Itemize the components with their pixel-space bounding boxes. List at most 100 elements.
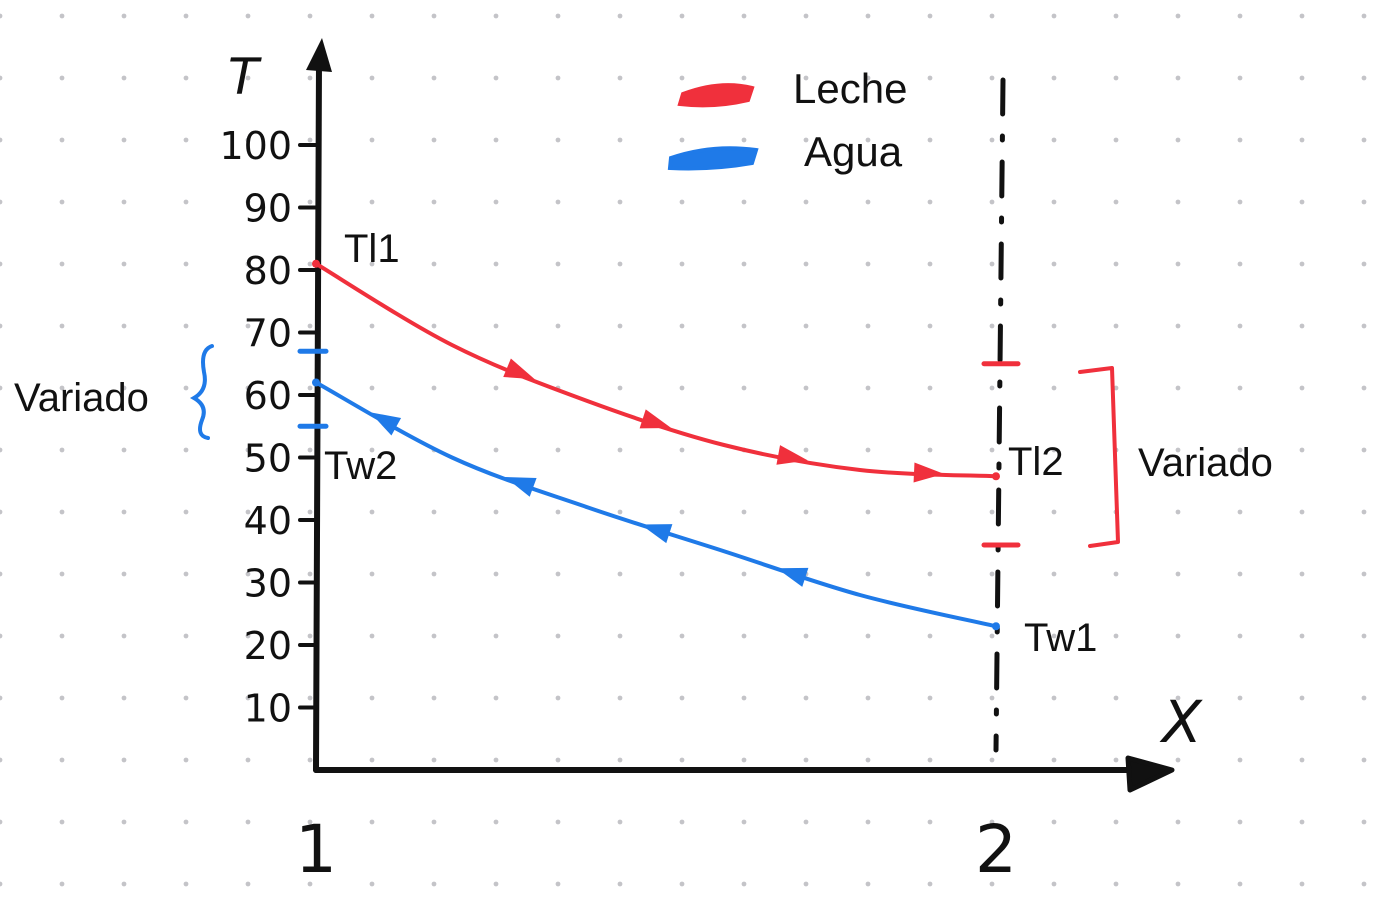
grid-dot [1237, 385, 1243, 391]
grid-dot [1361, 509, 1367, 515]
grid-dot [245, 633, 251, 639]
grid-dot [0, 75, 3, 81]
flow-arrow-leche [776, 445, 808, 465]
axes [313, 59, 1153, 773]
grid-dot [679, 385, 685, 391]
grid-dot [865, 199, 871, 205]
data-point-agua [992, 622, 1000, 631]
grid-dot [927, 447, 933, 453]
grid-dot [617, 323, 623, 329]
grid-dot [245, 261, 251, 267]
grid-dot [493, 881, 499, 887]
label-tw1: Tw1 [1024, 616, 1097, 660]
grid-dot [989, 633, 995, 639]
grid-dot [1113, 881, 1119, 887]
x-axis-symbol: X [1159, 688, 1203, 756]
grid-dot [1361, 757, 1367, 763]
grid-dot [617, 261, 623, 267]
grid-dot [307, 819, 313, 825]
y-tick-label: 50 [244, 437, 292, 481]
grid-dot [121, 695, 127, 701]
grid-dot [679, 819, 685, 825]
grid-dot [431, 13, 437, 19]
grid-dot [1299, 509, 1305, 515]
grid-dot [741, 571, 747, 577]
label-tl1: Tl1 [344, 227, 400, 271]
grid-dot [1237, 323, 1243, 329]
boundary-line-x2 [993, 77, 1006, 753]
grid-dot [183, 75, 189, 81]
grid-dot [1051, 13, 1057, 19]
grid-dot [1361, 881, 1367, 887]
grid-dot [865, 323, 871, 329]
grid-dot [989, 13, 995, 19]
grid-dot [1051, 509, 1057, 515]
y-ticks: 10 20 30 40 50 60 70 80 90 100 [219, 124, 318, 731]
grid-dot [121, 385, 127, 391]
grid-dot [431, 819, 437, 825]
x-axis-arrowhead [1125, 755, 1175, 793]
grid-dot [59, 757, 65, 763]
grid-dot [245, 13, 251, 19]
flow-arrow-agua [369, 412, 402, 436]
grid-dot [59, 13, 65, 19]
grid-dot [617, 137, 623, 143]
grid-dot [1175, 509, 1181, 515]
grid-dot [555, 881, 561, 887]
grid-dot [1113, 75, 1119, 81]
grid-dot [1299, 695, 1305, 701]
y-tick-label: 20 [244, 624, 292, 668]
flow-arrow-agua [776, 567, 809, 587]
grid-dot [927, 571, 933, 577]
grid-dot [59, 199, 65, 205]
grid-dot [369, 385, 375, 391]
grid-dot [1237, 199, 1243, 205]
blue-range-brace [189, 344, 214, 440]
grid-dot [1361, 447, 1367, 453]
grid-dot [927, 13, 933, 19]
grid-dot [679, 571, 685, 577]
grid-dot [555, 199, 561, 205]
grid-dot [1051, 819, 1057, 825]
grid-dot [0, 323, 3, 329]
grid-dot [0, 695, 3, 701]
grid-dot [1175, 137, 1181, 143]
grid-dot [1299, 13, 1305, 19]
grid-dot [617, 881, 623, 887]
grid-dot [803, 199, 809, 205]
grid-dot [121, 199, 127, 205]
grid-dot [1361, 323, 1367, 329]
grid-dot [431, 571, 437, 577]
grid-dot [183, 261, 189, 267]
grid-dot [369, 819, 375, 825]
y-axis-arrowhead [306, 38, 332, 72]
grid-dot [741, 137, 747, 143]
grid-dot [183, 509, 189, 515]
grid-dot [431, 199, 437, 205]
grid-dot [369, 75, 375, 81]
grid-dot [803, 633, 809, 639]
grid-dot [865, 509, 871, 515]
grid-dot [493, 75, 499, 81]
grid-dot [555, 13, 561, 19]
grid-dot [1299, 75, 1305, 81]
grid-dot [493, 819, 499, 825]
grid-dot [679, 75, 685, 81]
grid-dot [741, 757, 747, 763]
grid-dot [617, 695, 623, 701]
grid-dot [245, 137, 251, 143]
grid-dot [1051, 323, 1057, 329]
grid-dot [1175, 881, 1181, 887]
grid-dot [1299, 633, 1305, 639]
grid-dot [369, 447, 375, 453]
grid-dot [307, 633, 313, 639]
grid-dot [741, 13, 747, 19]
grid-dot [927, 695, 933, 701]
grid-dot [927, 881, 933, 887]
grid-dot [59, 633, 65, 639]
grid-dot [369, 881, 375, 887]
grid-dot [989, 261, 995, 267]
grid-dot [555, 819, 561, 825]
grid-dot [1051, 695, 1057, 701]
